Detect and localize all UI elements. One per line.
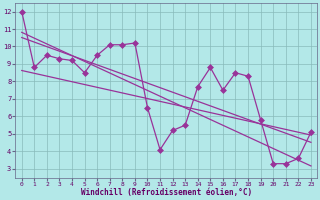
X-axis label: Windchill (Refroidissement éolien,°C): Windchill (Refroidissement éolien,°C) <box>81 188 252 197</box>
